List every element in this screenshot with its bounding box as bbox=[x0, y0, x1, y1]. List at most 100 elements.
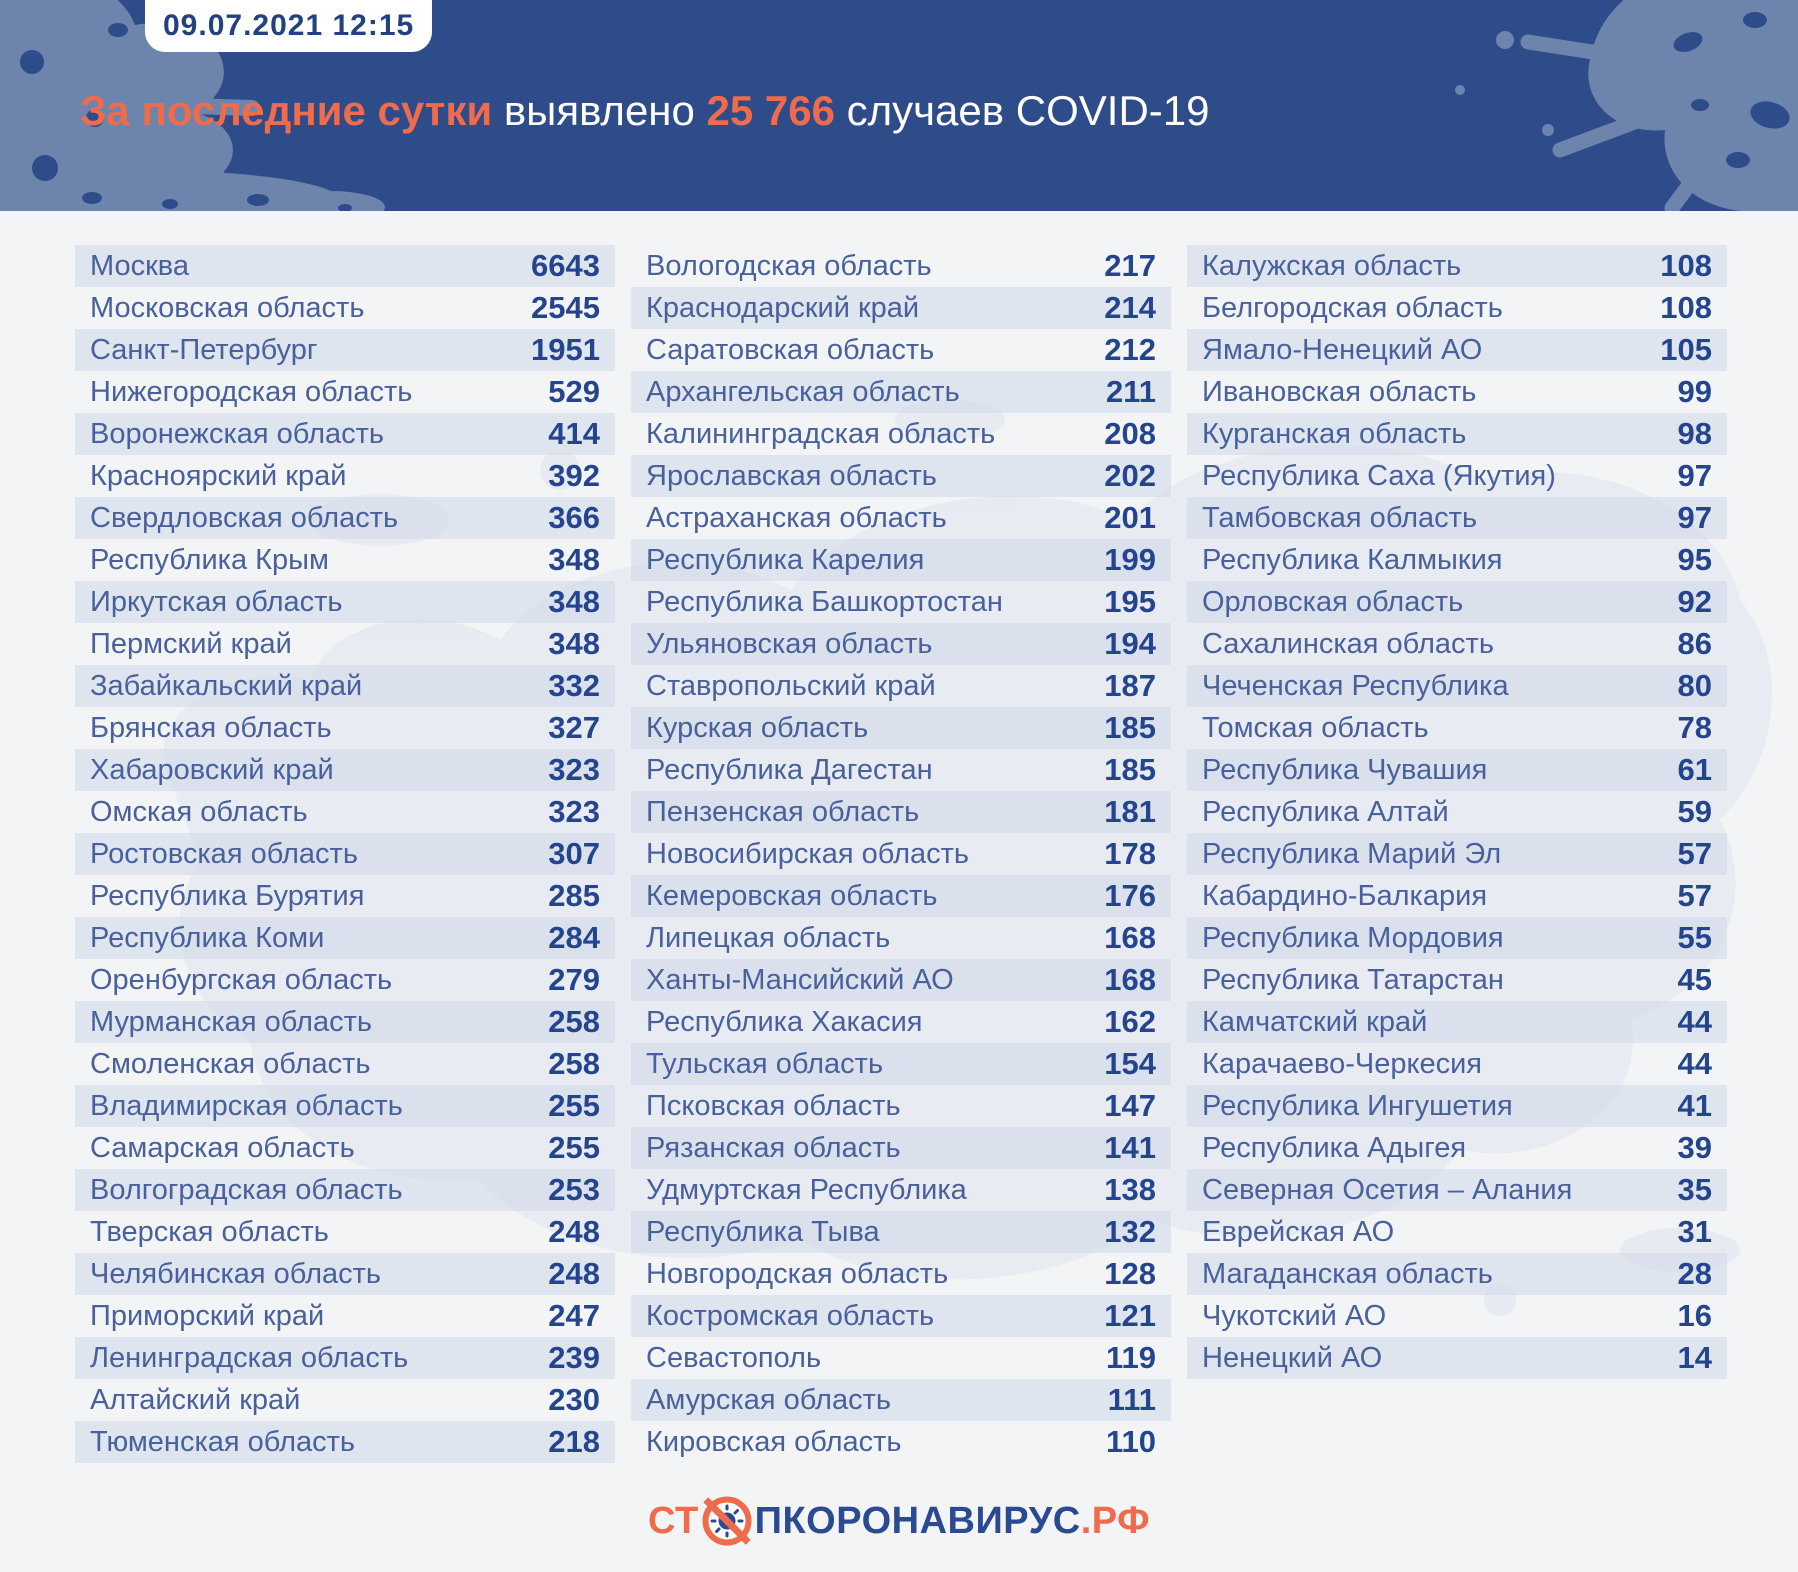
region-value: 97 bbox=[1677, 500, 1712, 535]
region-value: 28 bbox=[1677, 1256, 1712, 1291]
region-row: Астраханская область 201 bbox=[631, 497, 1171, 539]
region-value: 111 bbox=[1107, 1382, 1156, 1417]
region-row: Костромская область 121 bbox=[631, 1295, 1171, 1337]
region-row: Пермский край 348 bbox=[75, 623, 615, 665]
region-name: Смоленская область bbox=[90, 1047, 371, 1080]
region-row: Республика Чувашия 61 bbox=[1187, 749, 1727, 791]
region-value: 154 bbox=[1104, 1046, 1156, 1081]
region-value: 323 bbox=[548, 752, 600, 787]
region-value: 61 bbox=[1677, 752, 1712, 787]
region-value: 147 bbox=[1104, 1088, 1156, 1123]
region-value: 247 bbox=[548, 1298, 600, 1333]
region-name: Республика Адыгея bbox=[1202, 1131, 1467, 1164]
region-value: 121 bbox=[1104, 1298, 1156, 1333]
region-row: Оренбургская область 279 bbox=[75, 959, 615, 1001]
region-value: 110 bbox=[1105, 1424, 1156, 1459]
region-value: 141 bbox=[1104, 1130, 1156, 1165]
region-row: Архангельская область 211 bbox=[631, 371, 1171, 413]
region-row: Новгородская область 128 bbox=[631, 1253, 1171, 1295]
region-value: 99 bbox=[1677, 374, 1712, 409]
region-value: 218 bbox=[548, 1424, 600, 1459]
region-row: Вологодская область 217 bbox=[631, 245, 1171, 287]
region-row: Тульская область 154 bbox=[631, 1043, 1171, 1085]
region-name: Тверская область bbox=[90, 1215, 329, 1248]
region-name: Кабардино-Балкария bbox=[1202, 879, 1488, 912]
region-name: Мурманская область bbox=[90, 1005, 372, 1038]
region-name: Московская область bbox=[90, 291, 365, 324]
region-name: Новосибирская область bbox=[646, 837, 970, 870]
region-row: Еврейская АО 31 bbox=[1187, 1211, 1727, 1253]
region-row: Пензенская область 181 bbox=[631, 791, 1171, 833]
region-name: Республика Алтай bbox=[1202, 795, 1449, 828]
region-value: 285 bbox=[548, 878, 600, 913]
region-name: Алтайский край bbox=[90, 1383, 301, 1416]
region-row: Удмуртская Республика 138 bbox=[631, 1169, 1171, 1211]
region-row: Забайкальский край 332 bbox=[75, 665, 615, 707]
region-name: Санкт-Петербург bbox=[90, 333, 318, 366]
logo-prefix: СТ bbox=[647, 1499, 699, 1542]
region-row: Московская область 2545 bbox=[75, 287, 615, 329]
region-row: Чеченская Республика 80 bbox=[1187, 665, 1727, 707]
region-name: Хабаровский край bbox=[90, 753, 334, 786]
region-row: Волгоградская область 253 bbox=[75, 1169, 615, 1211]
region-value: 187 bbox=[1104, 668, 1156, 703]
region-name: Пермский край bbox=[90, 627, 292, 660]
region-value: 214 bbox=[1104, 290, 1156, 325]
region-name: Волгоградская область bbox=[90, 1173, 403, 1206]
region-name: Ростовская область bbox=[90, 837, 358, 870]
region-row: Томская область 78 bbox=[1187, 707, 1727, 749]
region-value: 181 bbox=[1104, 794, 1156, 829]
region-value: 332 bbox=[548, 668, 600, 703]
region-name: Пензенская область bbox=[646, 795, 920, 828]
region-name: Самарская область bbox=[90, 1131, 355, 1164]
region-name: Карачаево-Черкесия bbox=[1202, 1047, 1483, 1080]
region-value: 86 bbox=[1677, 626, 1712, 661]
region-name: Псковская область bbox=[646, 1089, 901, 1122]
region-value: 2545 bbox=[531, 290, 600, 325]
region-row: Самарская область 255 bbox=[75, 1127, 615, 1169]
region-value: 80 bbox=[1677, 668, 1712, 703]
region-row: Магаданская область 28 bbox=[1187, 1253, 1727, 1295]
region-name: Ямало-Ненецкий АО bbox=[1202, 333, 1483, 366]
date-badge-text: 09.07.2021 12:15 bbox=[163, 9, 415, 42]
region-value: 327 bbox=[548, 710, 600, 745]
region-row: Орловская область 92 bbox=[1187, 581, 1727, 623]
region-row: Карачаево-Черкесия 44 bbox=[1187, 1043, 1727, 1085]
page-title: За последние сутки выявлено 25 766 случа… bbox=[80, 86, 1209, 136]
region-row: Ненецкий АО 14 bbox=[1187, 1337, 1727, 1379]
region-name: Забайкальский край bbox=[90, 669, 363, 702]
region-name: Краснодарский край bbox=[646, 291, 920, 324]
region-name: Оренбургская область bbox=[90, 963, 393, 996]
region-row: Ярославская область 202 bbox=[631, 455, 1171, 497]
region-name: Липецкая область bbox=[646, 921, 891, 954]
region-name: Калининградская область bbox=[646, 417, 996, 450]
region-value: 307 bbox=[548, 836, 600, 871]
region-row: Республика Хакасия 162 bbox=[631, 1001, 1171, 1043]
region-value: 78 bbox=[1677, 710, 1712, 745]
region-row: Липецкая область 168 bbox=[631, 917, 1171, 959]
region-value: 212 bbox=[1104, 332, 1156, 367]
region-name: Северная Осетия – Алания bbox=[1202, 1173, 1573, 1206]
region-value: 16 bbox=[1677, 1298, 1712, 1333]
region-name: Тюменская область bbox=[90, 1425, 356, 1458]
region-row: Ямало-Ненецкий АО 105 bbox=[1187, 329, 1727, 371]
region-row: Сахалинская область 86 bbox=[1187, 623, 1727, 665]
region-row: Республика Ингушетия 41 bbox=[1187, 1085, 1727, 1127]
region-row: Псковская область 147 bbox=[631, 1085, 1171, 1127]
region-name: Белгородская область bbox=[1202, 291, 1503, 324]
region-value: 98 bbox=[1677, 416, 1712, 451]
region-row: Саратовская область 212 bbox=[631, 329, 1171, 371]
region-value: 108 bbox=[1660, 248, 1712, 283]
region-row: Амурская область 111 bbox=[631, 1379, 1171, 1421]
region-row: Северная Осетия – Алания 35 bbox=[1187, 1169, 1727, 1211]
region-value: 185 bbox=[1104, 752, 1156, 787]
region-name: Рязанская область bbox=[646, 1131, 901, 1164]
region-name: Чукотский АО bbox=[1202, 1299, 1387, 1332]
region-row: Республика Саха (Якутия) 97 bbox=[1187, 455, 1727, 497]
title-tail: случаев COVID-19 bbox=[835, 87, 1210, 134]
region-value: 132 bbox=[1104, 1214, 1156, 1249]
region-name: Республика Татарстан bbox=[1202, 963, 1504, 996]
region-value: 239 bbox=[548, 1340, 600, 1375]
region-value: 279 bbox=[548, 962, 600, 997]
region-row: Ивановская область 99 bbox=[1187, 371, 1727, 413]
